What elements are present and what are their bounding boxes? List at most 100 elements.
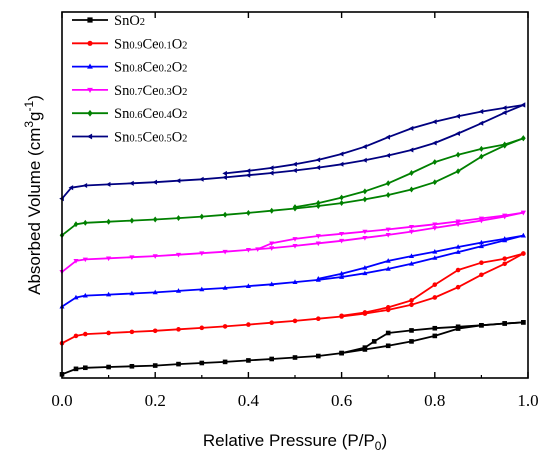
series-0-adsorption-point [152,363,158,368]
legend-item-2: Sn0.8Ce0.2O2 [72,60,187,76]
series-2-adsorption-point [385,266,391,271]
series-3-desorption-point [502,213,508,219]
series-0-desorption-point [502,321,507,326]
series-2-desorption-point [339,270,345,276]
series-4-desorption-point [316,200,321,207]
series-5-adsorption-line [61,104,524,200]
series-4-adsorption-point [106,218,111,225]
series-5-adsorption-point [222,174,227,180]
series-4-adsorption-point [455,168,461,175]
series-2-adsorption-point [478,243,484,249]
series-1-desorption-point [385,305,391,310]
series-4-adsorption-point [409,186,414,193]
x-tick-label: 0.8 [424,391,445,410]
series-5-desorption-point [385,134,391,140]
series-0-desorption-point [455,324,461,330]
series-1-adsorption-point [479,272,484,278]
legend-label: SnO2 [114,13,145,29]
series-3-adsorption-point [315,241,321,247]
series-5-desorption-point [408,125,414,131]
series-4-desorption-point [362,188,368,195]
series-4-adsorption-point [129,217,135,224]
series-1-desorption-point [432,282,438,287]
series-5-desorption-point [455,113,460,119]
series-1-adsorption-point [409,302,414,308]
series-4-desorption-point [432,159,438,166]
series-0-desorption-point [339,350,344,356]
series-0-desorption-line [341,321,524,354]
series-5-desorption-point [222,170,227,176]
series-5-adsorption-point [362,157,367,163]
series-2-desorption-point [362,265,368,270]
series-5-adsorption-point [315,165,321,171]
series-4-adsorption-point [246,209,251,216]
series-3-adsorption-line [61,211,524,273]
series-2-adsorption-point [73,294,79,300]
y-axis-title: Absorbed Volume (cm3g-1) [22,95,44,295]
series-1-desorption-point [455,267,461,273]
series-5-desorption-point [292,161,297,167]
series-1-desorption-point [502,256,508,261]
series-4-adsorption-point [73,221,79,228]
series-4-desorption-point [479,145,484,152]
series-2-adsorption-point [362,270,368,276]
series-0-adsorption-point [269,356,274,362]
series-0-adsorption-point [292,355,298,360]
series-3-adsorption-point [292,244,298,249]
series-5-adsorption-point [199,176,204,182]
series-0-desorption-point [385,330,391,336]
legend-item-0: SnO2 [72,13,145,29]
series-5-adsorption-point [175,178,181,184]
series-3-desorption-point [432,222,438,228]
series-0-adsorption-point [199,360,205,366]
series-3-adsorption-point [408,229,415,235]
series-2-adsorption-point [199,286,205,292]
series-4-desorption-point [339,194,344,201]
series-2-adsorption-point [455,249,461,254]
series-3-adsorption-point [199,251,205,256]
series-1-desorption-point [339,313,344,319]
series-3-desorption-point [385,227,391,233]
series-3-adsorption-point [152,254,158,259]
series-4-desorption-point [292,204,298,211]
series-3-desorption-point [455,219,461,225]
series-0-adsorption-point [409,339,414,344]
legend-label: Sn0.8Ce0.2O2 [114,60,187,76]
series-3-desorption-point [520,210,526,216]
series-1-adsorption-point [455,284,461,290]
series-4-adsorption-point [362,196,368,203]
x-axis-ticks: 0.0 0.2 0.4 0.6 0.8 1.0 [51,12,539,410]
series-0-adsorption-point [73,366,79,372]
series-0-adsorption-point [106,364,111,370]
series-1-adsorption-line [61,252,524,344]
series-1-adsorption-point [269,320,275,326]
series-5-adsorption-point [292,167,297,174]
series-1-desorption-point [362,310,368,315]
series-3-adsorption-point [129,255,135,260]
series-5-desorption-point [245,168,251,174]
series-0-adsorption-point [316,353,321,359]
legend-label: Sn0.6Ce0.4O2 [114,106,187,122]
series-4-adsorption-point [269,207,274,214]
legend-marker [87,63,93,69]
series-2-desorption-point [315,276,321,281]
legend-item-5: Sn0.5Ce0.5O2 [72,130,187,146]
series-3-adsorption-point [175,252,182,258]
series-3-adsorption-point [269,246,275,251]
series-4-adsorption-point [83,219,88,226]
series-1-adsorption-point [129,329,135,335]
series-0-adsorption-point [176,361,181,367]
series-1 [59,251,526,346]
x-tick-label: 0.4 [238,391,260,410]
series-4-desorption-point [502,141,507,148]
series-2-adsorption-point [222,285,228,290]
series-5-desorption-point [338,151,344,157]
series-3-adsorption-point [73,259,79,264]
legend-marker [87,109,93,117]
series-3-desorption-point [292,237,298,242]
series-0-desorption-point [521,320,526,325]
series-5-desorption-point [478,109,484,115]
series-1-adsorption-point [316,316,321,322]
series-2-desorption-point [478,239,484,245]
